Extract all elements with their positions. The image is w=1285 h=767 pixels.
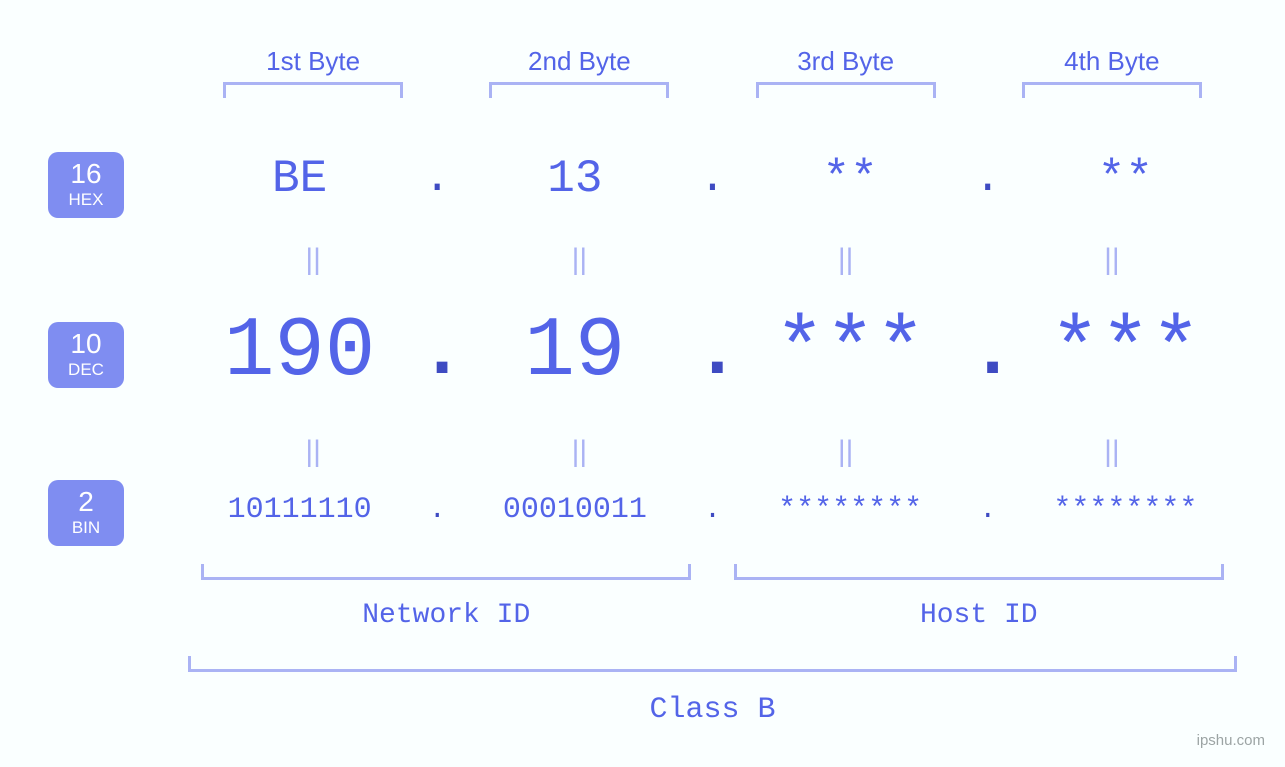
class-label: Class B [180, 693, 1245, 727]
hex-row: BE . 13 . ** . ** [180, 153, 1245, 205]
dot-separator: . [970, 154, 1006, 204]
base-number: 2 [78, 488, 94, 516]
bracket-icon [734, 564, 1224, 580]
base-number: 16 [70, 160, 101, 188]
equals-icon: || [446, 243, 712, 277]
dot-separator: . [970, 310, 1006, 396]
bin-byte-2: 00010011 [455, 493, 694, 527]
byte-header-1: 1st Byte [180, 46, 446, 77]
hex-byte-3: ** [731, 153, 970, 205]
equals-icon: || [713, 435, 979, 469]
bin-row: 10111110 . 00010011 . ******** . *******… [180, 493, 1245, 527]
bracket-icon [489, 82, 669, 98]
dot-separator: . [695, 495, 731, 526]
group-brackets [180, 564, 1245, 580]
dot-separator: . [419, 310, 455, 396]
hex-byte-4: ** [1006, 153, 1245, 205]
base-number: 10 [70, 330, 101, 358]
byte-header-3: 3rd Byte [713, 46, 979, 77]
dot-separator: . [419, 154, 455, 204]
bin-byte-4: ******** [1006, 493, 1245, 527]
equals-icon: || [713, 243, 979, 277]
equals-icon: || [180, 243, 446, 277]
network-id-label: Network ID [180, 600, 713, 631]
base-badge-bin: 2 BIN [48, 480, 124, 546]
byte-header-2: 2nd Byte [446, 46, 712, 77]
hex-byte-1: BE [180, 153, 419, 205]
equals-row-2: || || || || [180, 435, 1245, 469]
bin-byte-3: ******** [731, 493, 970, 527]
dec-byte-1: 190 [180, 305, 419, 400]
bracket-icon [201, 564, 691, 580]
bracket-icon [1022, 82, 1202, 98]
dec-byte-3: *** [731, 305, 970, 400]
dot-separator: . [970, 495, 1006, 526]
bin-byte-1: 10111110 [180, 493, 419, 527]
base-label: HEX [69, 190, 104, 210]
class-bracket-icon [188, 656, 1237, 672]
equals-icon: || [979, 435, 1245, 469]
base-label: BIN [72, 518, 100, 538]
watermark: ipshu.com [1197, 732, 1265, 749]
dec-row: 190 . 19 . *** . *** [180, 305, 1245, 400]
equals-icon: || [979, 243, 1245, 277]
byte-brackets-top [180, 82, 1245, 98]
dec-byte-2: 19 [455, 305, 694, 400]
byte-headers: 1st Byte 2nd Byte 3rd Byte 4th Byte [180, 46, 1245, 77]
base-badge-hex: 16 HEX [48, 152, 124, 218]
base-label: DEC [68, 360, 104, 380]
equals-icon: || [446, 435, 712, 469]
bracket-icon [223, 82, 403, 98]
dot-separator: . [695, 154, 731, 204]
equals-icon: || [180, 435, 446, 469]
byte-header-4: 4th Byte [979, 46, 1245, 77]
base-badge-dec: 10 DEC [48, 322, 124, 388]
group-labels: Network ID Host ID [180, 600, 1245, 631]
bracket-icon [756, 82, 936, 98]
host-id-label: Host ID [713, 600, 1246, 631]
dec-byte-4: *** [1006, 305, 1245, 400]
hex-byte-2: 13 [455, 153, 694, 205]
equals-row-1: || || || || [180, 243, 1245, 277]
dot-separator: . [419, 495, 455, 526]
dot-separator: . [695, 310, 731, 396]
